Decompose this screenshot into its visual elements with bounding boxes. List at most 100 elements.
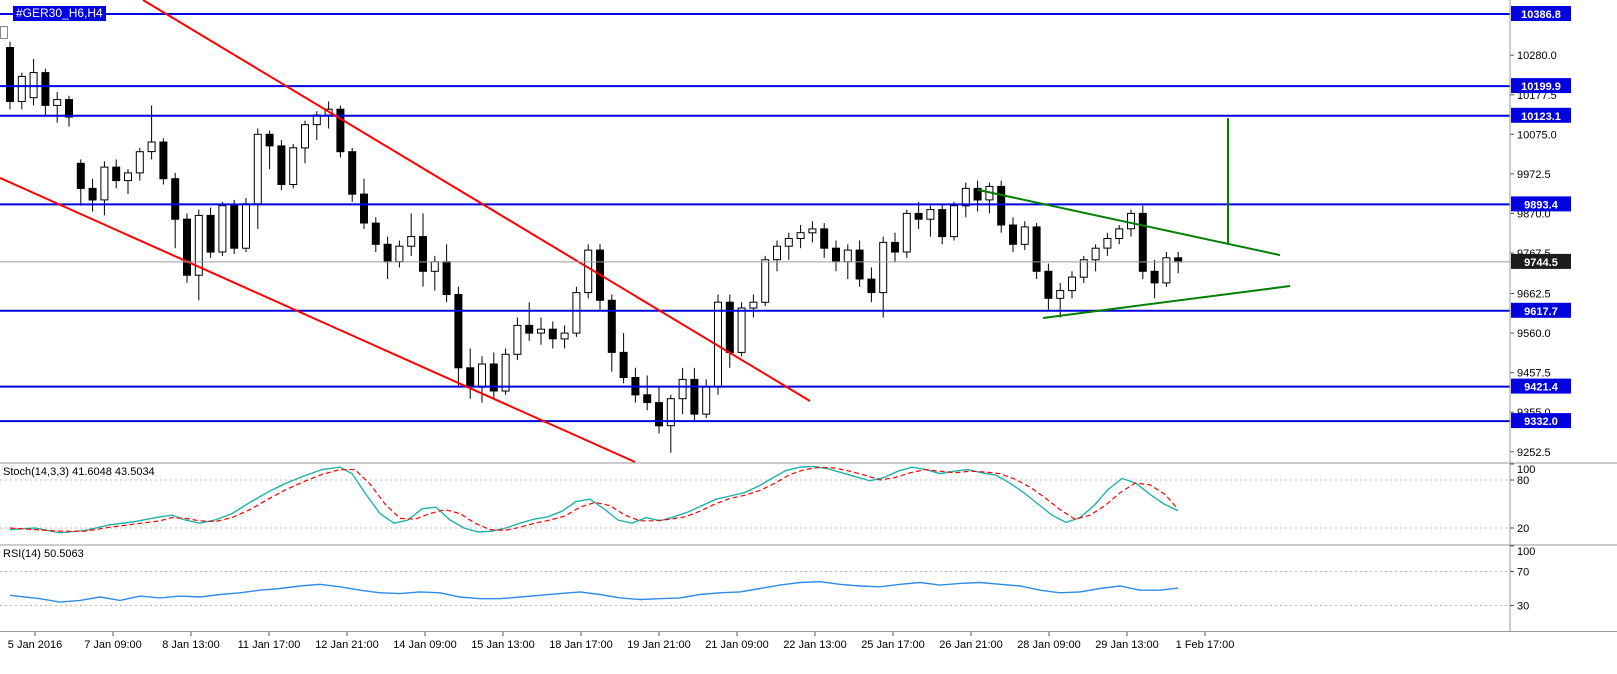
bull-candle — [761, 259, 770, 303]
channel-upper-trendline[interactable] — [142, 0, 811, 402]
bull-candle — [843, 249, 852, 263]
bear-candle — [1032, 226, 1041, 272]
stoch-indicator-label: Stoch(14,3,3) 41.6048 43.5034 — [3, 466, 155, 478]
rsi-line[interactable] — [9, 580, 1179, 603]
bear-candle — [76, 162, 85, 189]
price-level-badge-label: 10386.8 — [1521, 9, 1561, 21]
bull-candle — [950, 205, 958, 238]
bull-candle — [1115, 228, 1124, 239]
bear-candle — [277, 145, 286, 185]
bear-candle — [336, 108, 345, 153]
bear-candle — [442, 261, 451, 296]
bear-candle — [548, 328, 557, 340]
bull-candle — [1091, 247, 1100, 261]
bull-candle — [1162, 257, 1171, 284]
symbol-title: #GER30_H6,H4 — [13, 6, 106, 21]
bear-candle — [1174, 257, 1183, 263]
bull-candle — [478, 363, 486, 388]
current-price-badge-label: 9744.5 — [1524, 257, 1558, 269]
bull-candle — [1103, 238, 1112, 249]
price-level-badge — [1511, 378, 1571, 394]
bear-candle — [265, 133, 274, 147]
rsi-axis-label: 30 — [1517, 601, 1529, 613]
bull-candle — [194, 214, 203, 276]
price-axis-label: 9662.5 — [1517, 289, 1551, 301]
current-price-badge — [1511, 253, 1571, 269]
stoch-axis-label: 20 — [1517, 523, 1529, 535]
bull-candle — [253, 133, 262, 205]
bull-candle — [289, 147, 298, 186]
time-axis-label: 14 Jan 09:00 — [393, 639, 457, 651]
bear-candle — [1150, 270, 1159, 284]
time-axis-label: 7 Jan 09:00 — [84, 639, 142, 651]
bull-candle — [301, 124, 309, 149]
bull-candle — [53, 99, 62, 106]
bear-candle — [997, 185, 1006, 226]
channel-lower-trendline[interactable] — [0, 176, 636, 463]
bull-candle — [678, 378, 687, 400]
price-level-badge-label: 10123.1 — [1521, 111, 1561, 123]
bull-candle — [395, 245, 404, 263]
bear-candle — [88, 187, 97, 201]
stoch-axis-label: 100 — [1517, 464, 1535, 476]
bull-candle — [147, 141, 156, 153]
bull-candle — [1068, 276, 1076, 292]
price-level-badge-label: 9617.7 — [1524, 306, 1558, 318]
bear-candle — [855, 249, 864, 280]
bear-candle — [914, 212, 923, 220]
bear-candle — [183, 218, 191, 276]
bear-candle — [41, 72, 50, 106]
pennant-lower-trendline[interactable] — [1042, 285, 1291, 319]
bull-candle — [1056, 290, 1065, 299]
bull-candle — [879, 241, 888, 294]
stoch-k-line[interactable] — [9, 465, 1179, 534]
bear-candle — [525, 324, 534, 334]
bull-candle — [961, 187, 970, 207]
price-level-badge — [1511, 413, 1571, 429]
bull-candle — [537, 328, 545, 334]
bear-candle — [607, 299, 616, 353]
pennant-upper-trendline[interactable] — [977, 188, 1281, 257]
time-axis-label: 5 Jan 2016 — [8, 639, 62, 651]
bear-candle — [65, 99, 73, 118]
object-anchor-marker[interactable] — [0, 26, 8, 39]
price-level-badge-label: 9893.4 — [1524, 199, 1559, 211]
bear-candle — [867, 278, 876, 294]
bear-candle — [371, 222, 380, 245]
time-axis-label: 25 Jan 17:00 — [861, 639, 925, 651]
bear-candle — [938, 209, 947, 238]
bear-candle — [655, 402, 663, 427]
time-axis-label: 12 Jan 21:00 — [315, 639, 379, 651]
bull-candle — [407, 236, 416, 247]
bull-candle — [749, 301, 758, 309]
bear-candle — [206, 214, 215, 253]
price-level-badge-label: 9421.4 — [1524, 382, 1559, 394]
rsi-axis-label: 70 — [1517, 567, 1529, 579]
bear-candle — [891, 241, 899, 253]
time-axis-label: 29 Jan 13:00 — [1095, 639, 1159, 651]
time-axis-label: 1 Feb 17:00 — [1176, 639, 1235, 651]
bear-candle — [466, 367, 475, 388]
bear-candle — [360, 193, 368, 224]
stoch-d-line[interactable] — [9, 466, 1179, 532]
stoch-axis-label: 80 — [1517, 475, 1529, 487]
bull-candle — [430, 261, 439, 272]
price-level-badge-label: 9332.0 — [1524, 416, 1558, 428]
time-axis-label: 28 Jan 09:00 — [1017, 639, 1081, 651]
bull-candle — [902, 212, 911, 253]
rsi-indicator-label: RSI(14) 50.5063 — [3, 548, 84, 560]
bull-candle — [513, 324, 522, 355]
bear-candle — [6, 47, 14, 102]
bear-candle — [619, 351, 628, 378]
price-level-badge-label: 10199.9 — [1521, 81, 1561, 93]
bull-candle — [17, 75, 26, 103]
bull-candle — [124, 172, 132, 182]
bull-candle — [572, 292, 581, 334]
price-axis-label: 9457.5 — [1517, 368, 1551, 380]
time-axis-label: 11 Jan 17:00 — [238, 639, 301, 651]
bear-candle — [1044, 270, 1053, 299]
bull-candle — [584, 249, 593, 294]
bear-candle — [454, 294, 463, 369]
